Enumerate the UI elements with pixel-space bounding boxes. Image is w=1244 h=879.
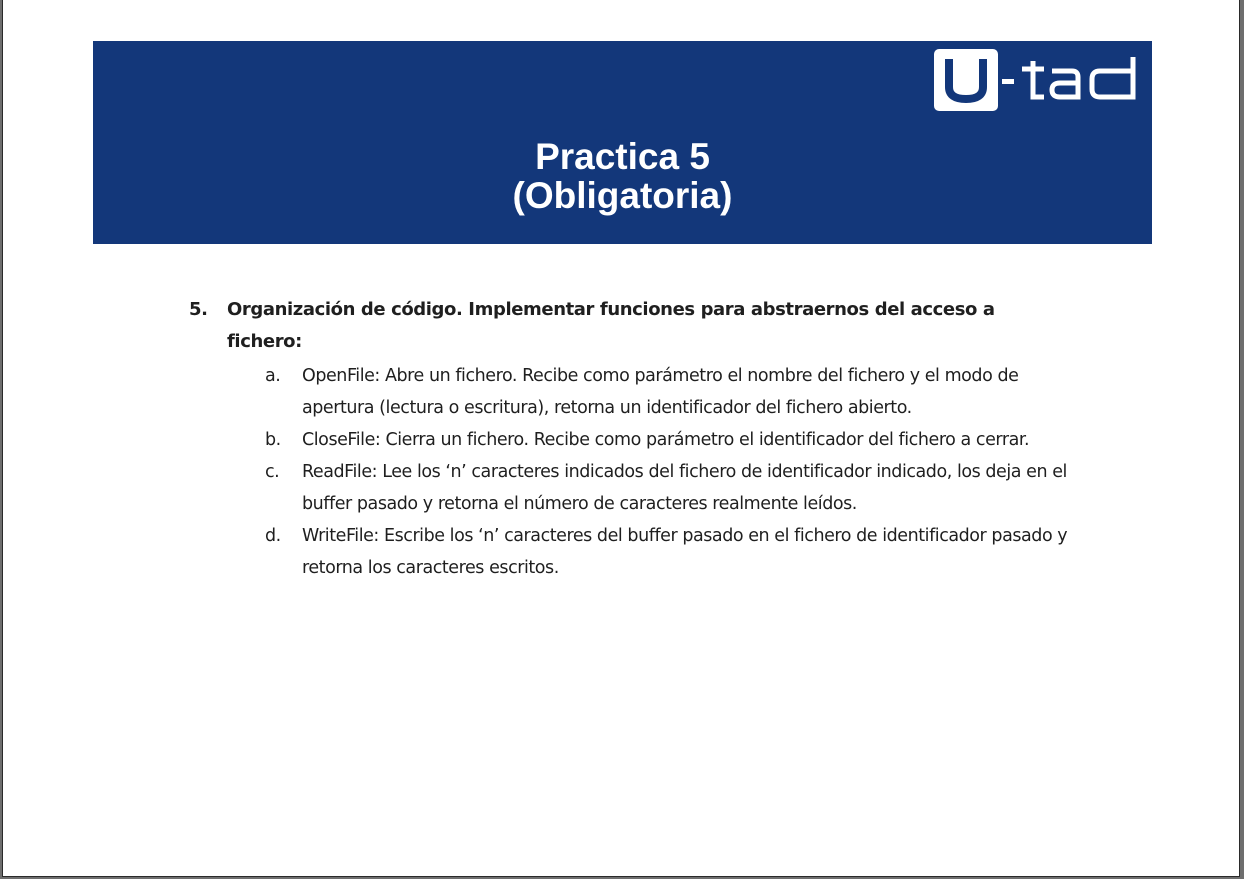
u-tad-logo xyxy=(934,49,1136,111)
list-item-marker: c. xyxy=(265,462,280,482)
list-item-text: OpenFile: Abre un fichero. Recibe como p… xyxy=(302,366,1019,418)
list-item-text: WriteFile: Escribe los ‘n’ caracteres de… xyxy=(302,526,1068,578)
function-list: a. OpenFile: Abre un fichero. Recibe com… xyxy=(265,360,1069,584)
list-item: b. CloseFile: Cierra un fichero. Recibe … xyxy=(265,424,1069,456)
list-item: a. OpenFile: Abre un fichero. Recibe com… xyxy=(265,360,1069,424)
list-item-text: ReadFile: Lee los ‘n’ caracteres indicad… xyxy=(302,462,1067,514)
exercise-content: 5. Organización de código. Implementar f… xyxy=(189,294,1069,584)
question-number: 5. xyxy=(189,299,208,320)
question-text: Organización de código. Implementar func… xyxy=(227,299,995,352)
list-item-marker: d. xyxy=(265,526,281,546)
list-item-marker: a. xyxy=(265,366,281,386)
header-banner: Practica 5 (Obligatoria) xyxy=(93,41,1152,244)
list-item: d. WriteFile: Escribe los ‘n’ caracteres… xyxy=(265,520,1069,584)
question-heading: 5. Organización de código. Implementar f… xyxy=(189,294,1069,358)
list-item-text: CloseFile: Cierra un fichero. Recibe com… xyxy=(302,430,1030,450)
list-item-marker: b. xyxy=(265,430,281,450)
title-line-2: (Obligatoria) xyxy=(512,175,733,216)
title-line-1: Practica 5 xyxy=(535,136,710,177)
list-item: c. ReadFile: Lee los ‘n’ caracteres indi… xyxy=(265,456,1069,520)
page-title: Practica 5 (Obligatoria) xyxy=(93,137,1152,215)
